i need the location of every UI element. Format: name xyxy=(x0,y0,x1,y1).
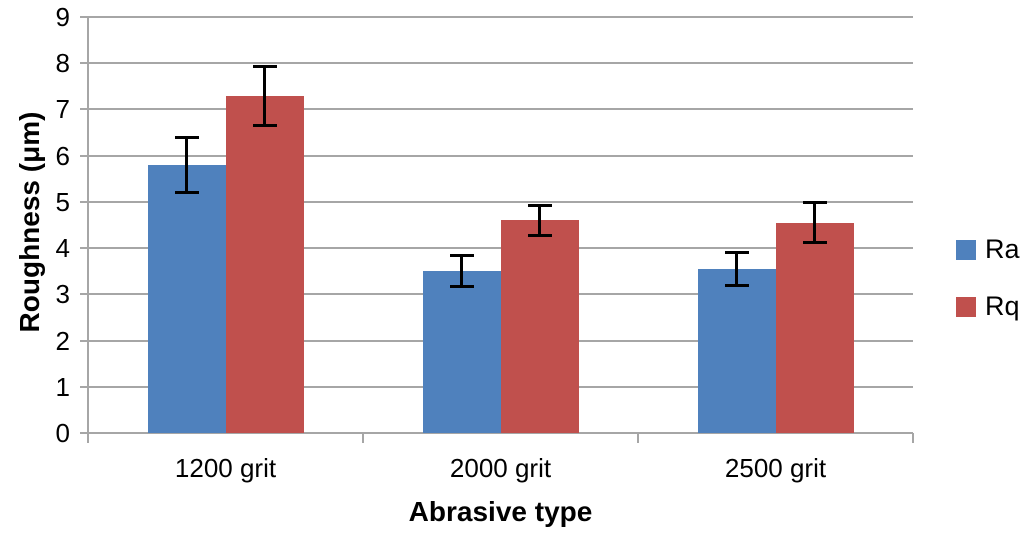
error-bar-line-rq-2500-grit xyxy=(813,201,816,244)
x-category-label-2000-grit: 2000 grit xyxy=(449,453,552,483)
gridline-5 xyxy=(80,200,913,203)
x-axis-tick-0 xyxy=(87,433,89,443)
error-bar-cap-bottom-rq-2500-grit xyxy=(802,241,827,245)
y-tick-label-0: 0 xyxy=(55,418,70,448)
y-tick-label-1: 1 xyxy=(55,371,70,402)
gridline-8 xyxy=(80,62,913,65)
y-tick-label-5: 5 xyxy=(55,186,70,217)
error-bar-line-rq-1200-grit xyxy=(263,65,266,126)
bar-ra-2000-grit xyxy=(422,271,501,433)
bar-rq-2500-grit xyxy=(775,222,854,433)
error-bar-cap-top-rq-2000-grit xyxy=(527,204,552,208)
bar-ra-2500-grit xyxy=(697,268,776,433)
bar-rq-2000-grit xyxy=(500,220,579,433)
y-tick-label-8: 8 xyxy=(55,48,70,79)
legend-item-rq: Rq xyxy=(956,291,1020,322)
y-axis-line xyxy=(87,17,89,443)
error-bar-cap-bottom-ra-2500-grit xyxy=(724,284,749,287)
error-bar-cap-top-ra-1200-grit xyxy=(174,136,199,140)
error-bar-cap-bottom-ra-2000-grit xyxy=(449,285,474,289)
x-axis-tick-1 xyxy=(362,433,364,443)
gridline-6 xyxy=(80,154,913,157)
error-bar-cap-top-rq-1200-grit xyxy=(252,64,277,68)
error-bar-cap-top-rq-2500-grit xyxy=(802,200,827,204)
gridline-7 xyxy=(80,108,913,111)
error-bar-line-ra-2500-grit xyxy=(735,251,738,286)
y-tick-label-9: 9 xyxy=(55,2,70,32)
x-axis-tick-2 xyxy=(637,433,639,443)
legend-swatch-ra xyxy=(956,239,976,260)
y-tick-label-2: 2 xyxy=(55,325,70,356)
error-bar-cap-bottom-rq-1200-grit xyxy=(252,123,277,127)
x-axis-title: Abrasive type xyxy=(408,496,593,527)
legend-swatch-rq xyxy=(956,296,976,317)
x-category-label-1200-grit: 1200 grit xyxy=(174,453,277,483)
y-tick-label-4: 4 xyxy=(55,233,70,264)
y-tick-label-7: 7 xyxy=(55,94,70,125)
y-tick-label-3: 3 xyxy=(55,279,70,310)
error-bar-line-rq-2000-grit xyxy=(538,205,541,236)
legend-item-ra: Ra xyxy=(956,234,1020,265)
x-axis-tick-3 xyxy=(912,433,914,443)
error-bar-line-ra-1200-grit xyxy=(185,137,188,193)
legend-label-ra: Ra xyxy=(985,234,1020,264)
y-tick-label-6: 6 xyxy=(55,140,70,171)
bar-ra-1200-grit xyxy=(147,164,226,433)
bar-rq-1200-grit xyxy=(225,95,304,433)
y-axis-title: Roughness (μm) xyxy=(14,111,45,333)
gridline-9 xyxy=(80,16,913,18)
gridline-4 xyxy=(80,247,913,250)
legend-label-rq: Rq xyxy=(985,291,1020,321)
error-bar-line-ra-2000-grit xyxy=(460,255,463,288)
error-bar-cap-top-ra-2000-grit xyxy=(449,254,474,258)
error-bar-cap-bottom-rq-2000-grit xyxy=(527,233,552,237)
x-category-label-2500-grit: 2500 grit xyxy=(724,453,827,483)
error-bar-cap-bottom-ra-1200-grit xyxy=(174,190,199,194)
gridline-0 xyxy=(80,432,913,434)
error-bar-cap-top-ra-2500-grit xyxy=(724,250,749,254)
